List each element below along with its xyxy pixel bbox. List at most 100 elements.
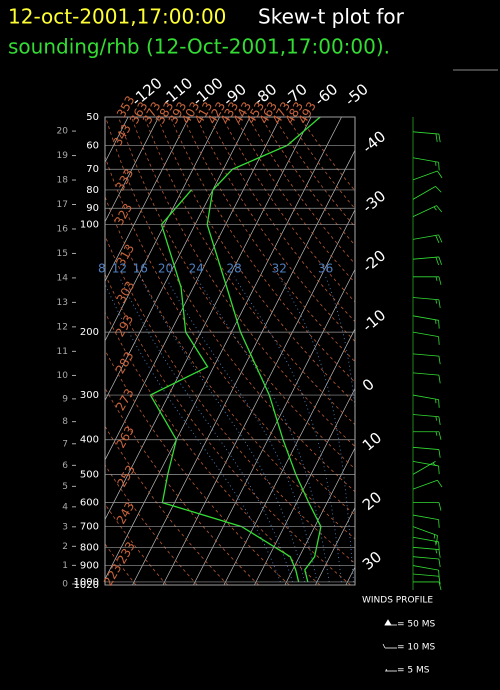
y-tick-label: 300	[80, 390, 99, 401]
dry-adiabat	[105, 464, 198, 585]
isotherm-label: -50	[341, 80, 371, 110]
barb-staff	[412, 131, 439, 135]
wind-legend: = 50 MS	[397, 620, 435, 630]
isotherm-label: 20	[359, 488, 385, 514]
barb-half	[435, 549, 437, 554]
barb-staff	[412, 315, 439, 321]
isotherm	[132, 149, 355, 585]
dry-adiabat	[131, 117, 355, 448]
barb-feather	[438, 416, 441, 425]
dry-adiabat	[105, 311, 321, 585]
moist-adiabat	[139, 276, 306, 583]
wind-barb	[412, 170, 443, 181]
barb-feather	[438, 256, 442, 265]
isotherm	[223, 328, 355, 585]
barb-half	[432, 462, 437, 467]
height-label: 19	[57, 151, 69, 161]
isotherm	[105, 117, 159, 223]
barb-staff	[412, 394, 439, 400]
plot-area	[105, 117, 355, 585]
wind-barb	[413, 276, 442, 285]
barb-feather	[438, 234, 443, 243]
wind-barb	[412, 256, 442, 266]
isotherm	[254, 387, 355, 585]
isotherm-label: 30	[359, 548, 385, 574]
barb-staff	[412, 157, 439, 163]
dry-adiabat	[105, 503, 167, 585]
height-label: 13	[57, 298, 68, 308]
isotherm	[345, 566, 355, 585]
barb-feather	[438, 549, 441, 558]
barb-staff	[412, 186, 436, 200]
barb-staff	[412, 573, 439, 577]
barb-staff	[412, 556, 439, 560]
y-tick-label: 80	[86, 185, 99, 196]
isotherm-label: -30	[359, 187, 389, 217]
barb-feather	[438, 558, 441, 568]
barb-feather	[438, 399, 440, 408]
barb-feather	[438, 375, 441, 384]
height-label: 11	[57, 347, 68, 357]
barb-staff	[412, 331, 439, 338]
trace	[206, 117, 322, 583]
height-label: 4	[62, 502, 68, 512]
barb-feather	[435, 257, 439, 266]
wind-barb	[412, 331, 440, 345]
dry-adiabat	[157, 117, 355, 404]
dry-adiabat-label: 233	[114, 539, 138, 566]
dry-adiabat	[105, 273, 351, 585]
dry-adiabat	[260, 117, 355, 246]
barb-feather	[435, 186, 442, 193]
wind-barb	[412, 479, 443, 490]
wind-barb	[412, 372, 441, 384]
chart-subtitle: sounding/rhb (12-Oct-2001,17:00:00).	[8, 35, 390, 59]
wind-barb	[412, 536, 440, 551]
moist-adiabat	[165, 276, 318, 583]
dry-adiabat	[221, 117, 355, 303]
dry-adiabat	[273, 117, 355, 228]
isotherm-label: 10	[359, 428, 385, 454]
dry-adiabat-label: 283	[113, 349, 137, 376]
moist-adiabat-label: 32	[272, 261, 287, 275]
isotherm-label: -10	[359, 306, 389, 336]
height-label: 10	[57, 371, 69, 381]
isotherm	[105, 117, 312, 521]
barb-feather	[435, 133, 438, 143]
height-label: 3	[62, 522, 68, 532]
wind-barb	[412, 446, 441, 458]
isotherm	[105, 117, 251, 402]
height-label: 15	[57, 249, 68, 259]
wind-barb	[412, 157, 440, 171]
dry-adiabat	[182, 117, 355, 363]
y-tick-label: 900	[80, 561, 99, 572]
wind-barb	[412, 573, 441, 585]
y-tick-label: 800	[80, 542, 99, 553]
moist-adiabat-label: 16	[133, 261, 148, 275]
barb-staff	[412, 461, 439, 467]
dry-adiabat	[118, 117, 355, 470]
dry-adiabat	[286, 117, 355, 210]
wind-barb	[412, 315, 440, 329]
wind-legend: = 10 MS	[397, 643, 435, 653]
moist-adiabat-label: 12	[112, 261, 127, 275]
barb-feather	[435, 235, 440, 244]
trace	[149, 189, 300, 583]
height-label: 6	[62, 461, 68, 471]
dry-adiabat-label: 343	[110, 122, 134, 149]
barb-feather	[438, 276, 442, 285]
y-tick-label: 50	[86, 112, 99, 123]
dry-adiabat-label: 273	[113, 386, 137, 413]
height-label: 16	[57, 224, 69, 234]
barb-staff	[412, 536, 439, 543]
barb-feather	[438, 320, 440, 329]
height-label: 14	[57, 273, 69, 283]
y-tick-label: 1000	[74, 577, 99, 588]
height-label: 7	[62, 439, 68, 449]
barb-feather	[438, 336, 440, 345]
wind-barb	[412, 205, 443, 217]
dry-adiabat	[247, 117, 355, 265]
dry-adiabat	[105, 349, 290, 585]
barb-feather	[437, 480, 443, 488]
barb-feather	[437, 170, 443, 179]
y-tick-label: 100	[80, 220, 99, 231]
